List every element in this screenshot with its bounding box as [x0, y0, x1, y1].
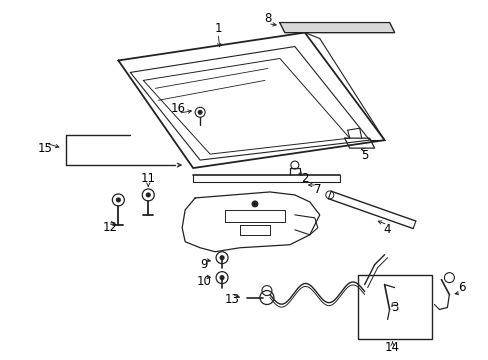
- Text: 4: 4: [383, 223, 390, 236]
- Polygon shape: [279, 23, 394, 32]
- Text: 15: 15: [38, 141, 53, 155]
- Text: 2: 2: [301, 171, 308, 185]
- Text: 14: 14: [384, 341, 399, 354]
- Circle shape: [220, 276, 224, 280]
- Bar: [357, 275, 431, 339]
- Text: 8: 8: [264, 12, 271, 25]
- Circle shape: [251, 201, 258, 207]
- Text: 7: 7: [313, 184, 321, 197]
- Text: 6: 6: [457, 281, 464, 294]
- Text: 1: 1: [214, 22, 222, 35]
- Text: 5: 5: [360, 149, 367, 162]
- Circle shape: [116, 198, 120, 202]
- Text: 10: 10: [196, 275, 211, 288]
- Text: 3: 3: [390, 301, 397, 314]
- Text: 16: 16: [170, 102, 185, 115]
- Text: 11: 11: [141, 171, 156, 185]
- Circle shape: [198, 110, 202, 114]
- Circle shape: [146, 193, 150, 197]
- Text: 13: 13: [224, 293, 239, 306]
- Text: 12: 12: [102, 221, 118, 234]
- Text: 9: 9: [200, 258, 207, 271]
- Circle shape: [220, 256, 224, 260]
